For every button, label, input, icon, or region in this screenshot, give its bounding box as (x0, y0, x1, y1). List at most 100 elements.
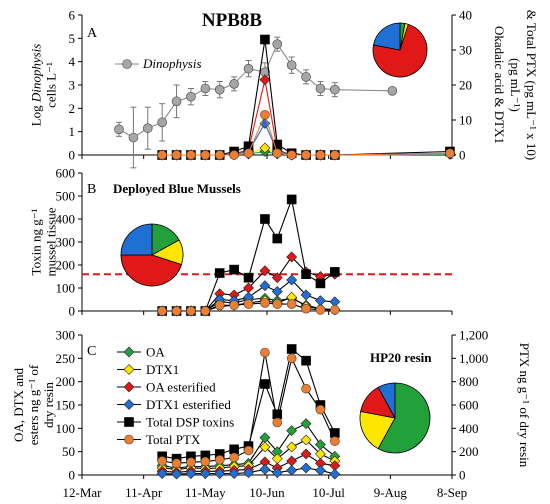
data-point (243, 63, 254, 74)
data-point (214, 455, 225, 465)
legend-label: Dinophysis (142, 56, 202, 71)
y-tick-label: 600 (56, 166, 76, 181)
y2-axis-label: (pg mL⁻¹) (508, 58, 523, 112)
chart-title: NPB8B (202, 10, 263, 31)
y2-tick-label: 800 (459, 374, 479, 389)
pie-slice (373, 22, 401, 51)
data-point (214, 84, 225, 95)
data-point (315, 83, 326, 94)
data-point (171, 96, 182, 107)
panel-title: HP20 resin (370, 350, 432, 365)
y-axis-label: cells L⁻¹ (44, 62, 59, 108)
data-point (272, 417, 283, 428)
series-line (162, 113, 450, 156)
toxin-profile-pie (372, 22, 428, 78)
data-point (315, 278, 326, 289)
data-point (157, 150, 167, 160)
y2-tick-label: 400 (459, 421, 479, 436)
legend-label: Total DSP toxins (146, 415, 234, 430)
y2-tick-label: 200 (459, 444, 479, 459)
data-point (271, 272, 283, 284)
data-point (300, 462, 312, 474)
data-point (301, 355, 311, 366)
y2-axis-label: Okadaic acid & DTX1 (492, 26, 507, 144)
data-point (271, 286, 283, 297)
legend: OA DTX1 OA esterified DTX1 esterified Total … (117, 345, 234, 447)
legend-marker (123, 399, 135, 410)
legend-label: DTX1 esterified (146, 397, 231, 412)
data-point (286, 353, 297, 364)
data-point (259, 265, 271, 277)
series-total-ptx (157, 347, 340, 469)
data-point (214, 268, 225, 278)
y-axis-label: esters ng g⁻¹ of (26, 364, 41, 445)
data-point (301, 269, 311, 280)
data-point (186, 457, 196, 467)
series-total-ptx (157, 109, 455, 160)
y2-tick-label: 10 (459, 113, 472, 128)
x-tick-label: 10-Jun (249, 485, 285, 500)
data-point (171, 458, 182, 469)
panel-b: 0 100 200 300 400 500 600 B Toxin ng g⁻¹ mussel t… (29, 166, 453, 319)
data-point (272, 233, 283, 244)
toxin-profile-pie (120, 223, 184, 287)
data-point (200, 83, 211, 94)
data-point (228, 468, 240, 480)
y-axis-label: OA, DTX and (11, 367, 26, 442)
legend-marker (123, 364, 135, 375)
data-point (301, 150, 311, 160)
data-point (315, 404, 326, 415)
y-tick-label: 1 (69, 124, 76, 139)
y-tick-label: 0 (69, 468, 76, 483)
data-point (229, 150, 239, 160)
data-point (200, 306, 211, 316)
data-point (445, 148, 455, 159)
data-point (301, 303, 311, 314)
data-point (301, 72, 311, 82)
data-point (330, 84, 340, 95)
data-point (260, 109, 270, 120)
series-dinophysis (114, 36, 398, 169)
y2-tick-label: 1,200 (459, 328, 488, 343)
data-point (259, 280, 271, 292)
panel-title: Deployed Blue Mussels (113, 181, 241, 196)
data-point (259, 74, 271, 86)
y-tick-label: 50 (62, 444, 75, 459)
y-tick-label: 3 (69, 78, 76, 93)
data-point (229, 452, 239, 463)
data-point (229, 444, 239, 455)
data-point (157, 456, 167, 466)
data-point (272, 148, 283, 159)
legend-marker (124, 417, 134, 427)
y-tick-label: 300 (56, 328, 76, 343)
data-point (142, 123, 153, 133)
y-tick-label: 4 (69, 54, 76, 69)
y-tick-label: 100 (56, 421, 76, 436)
y2-tick-label: 0 (459, 468, 466, 483)
y2-axis-label: & Total PTX (pg mL⁻¹ x 10) (524, 10, 539, 160)
data-point (186, 150, 196, 160)
data-point (214, 300, 225, 311)
legend-label: DTX1 (146, 362, 179, 377)
y-tick-label: 2 (69, 101, 76, 116)
legend-label: OA (146, 345, 165, 360)
data-point (286, 455, 298, 467)
data-point (286, 194, 297, 205)
x-tick-label: 10-Jul (312, 485, 345, 500)
toxin-profile-pie (359, 382, 431, 454)
data-point (259, 441, 271, 453)
data-point (330, 305, 340, 315)
data-point (260, 214, 270, 224)
data-point (286, 425, 298, 437)
data-point (315, 150, 326, 160)
data-point (286, 464, 298, 476)
data-point (243, 467, 254, 479)
x-tick-label: 11-Apr (125, 485, 163, 500)
data-point (272, 39, 283, 49)
y-axis-label: mussel tissue (44, 207, 59, 276)
data-point (114, 124, 124, 135)
y-tick-label: 5 (69, 31, 76, 46)
y2-tick-label: 30 (459, 43, 472, 58)
data-point (300, 434, 312, 446)
legend: Dinophysis (115, 56, 202, 71)
